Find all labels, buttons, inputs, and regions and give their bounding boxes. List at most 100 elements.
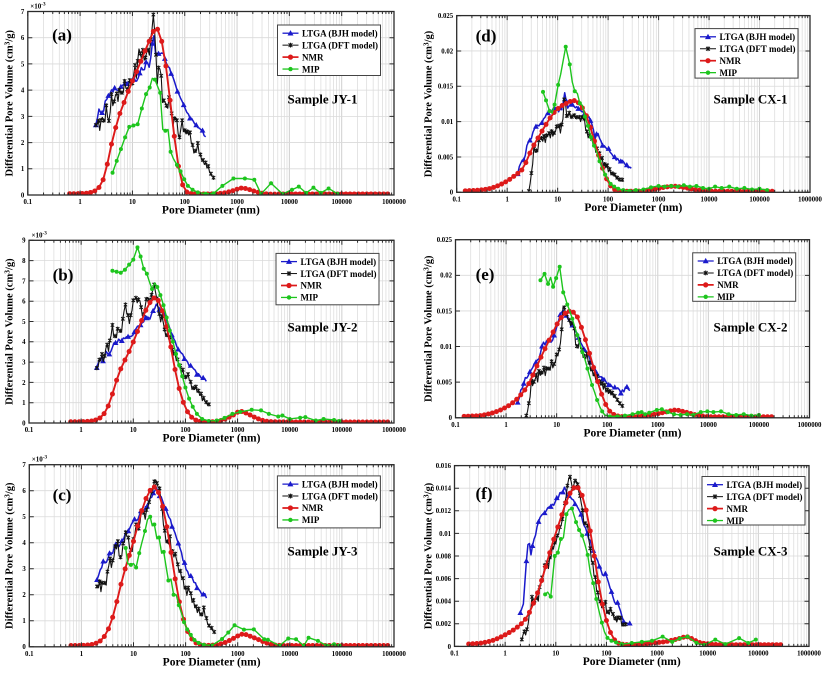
svg-text:0.1: 0.1 [25, 427, 34, 434]
svg-text:Pore Diameter (nm): Pore Diameter (nm) [584, 202, 682, 214]
svg-text:2: 2 [21, 140, 25, 147]
svg-text:10000: 10000 [281, 651, 299, 658]
svg-text:1: 1 [79, 427, 83, 434]
svg-text:100000: 100000 [748, 651, 769, 658]
svg-text:Differential Pore Volume (cm3/: Differential Pore Volume (cm3/g) [3, 258, 16, 405]
svg-text:0: 0 [448, 644, 452, 651]
svg-text:Sample CX-2: Sample CX-2 [713, 320, 787, 335]
svg-text:0.1: 0.1 [451, 422, 460, 429]
svg-text:×10-3: ×10-3 [32, 230, 48, 239]
svg-text:100: 100 [180, 427, 191, 434]
svg-text:Differential Pore Volume (cm3/: Differential Pore Volume (cm3/g) [3, 482, 16, 629]
svg-text:4: 4 [21, 88, 25, 95]
svg-text:0.005: 0.005 [438, 154, 454, 161]
svg-text:0: 0 [21, 192, 25, 199]
svg-text:LTGA (BJH model): LTGA (BJH model) [302, 479, 378, 489]
svg-text:10000: 10000 [700, 422, 718, 429]
svg-text:(c): (c) [53, 486, 72, 505]
svg-text:0.1: 0.1 [25, 651, 34, 658]
svg-text:1: 1 [22, 400, 26, 407]
svg-text:10: 10 [554, 197, 561, 204]
svg-text:100: 100 [602, 422, 613, 429]
svg-text:0: 0 [22, 644, 26, 651]
svg-text:1000000: 1000000 [382, 427, 406, 434]
svg-text:LTGA (DFT model): LTGA (DFT model) [717, 268, 793, 278]
svg-text:6: 6 [21, 35, 25, 42]
svg-text:4: 4 [22, 540, 26, 547]
svg-text:Differential Pore Volume (cm3/: Differential Pore Volume (cm3/g) [3, 29, 16, 176]
svg-text:LTGA (DFT model): LTGA (DFT model) [727, 492, 803, 502]
svg-text:100000: 100000 [749, 197, 770, 204]
svg-text:Pore Diameter (nm): Pore Diameter (nm) [583, 656, 681, 668]
svg-text:LTGA (BJH model): LTGA (BJH model) [717, 256, 793, 266]
svg-text:0: 0 [449, 415, 453, 422]
svg-text:LTGA (BJH model): LTGA (BJH model) [301, 257, 377, 267]
svg-text:Pore Diameter (nm): Pore Diameter (nm) [162, 205, 260, 217]
svg-text:LTGA (BJH model): LTGA (BJH model) [720, 32, 796, 42]
svg-text:NMR: NMR [717, 280, 739, 290]
svg-text:MIP: MIP [720, 68, 738, 78]
svg-text:1000: 1000 [650, 651, 664, 658]
svg-text:5: 5 [22, 319, 26, 326]
svg-text:10000: 10000 [281, 199, 299, 206]
svg-text:0.02: 0.02 [440, 273, 452, 280]
svg-text:9: 9 [22, 238, 26, 245]
svg-text:10: 10 [130, 427, 137, 434]
svg-text:×10-3: ×10-3 [30, 2, 46, 11]
svg-text:1000: 1000 [651, 422, 665, 429]
svg-text:6: 6 [22, 299, 26, 306]
svg-text:0.1: 0.1 [24, 199, 33, 206]
svg-text:5: 5 [22, 514, 26, 521]
svg-text:1000000: 1000000 [382, 651, 406, 658]
svg-text:0.015: 0.015 [437, 308, 453, 315]
svg-text:100: 100 [601, 651, 612, 658]
svg-text:0.02: 0.02 [441, 48, 453, 55]
svg-text:MIP: MIP [717, 292, 735, 302]
svg-text:MIP: MIP [301, 293, 319, 303]
svg-text:1000: 1000 [231, 427, 245, 434]
svg-text:Pore Diameter (nm): Pore Diameter (nm) [163, 656, 261, 668]
svg-text:0: 0 [22, 420, 26, 427]
svg-text:3: 3 [22, 360, 26, 367]
svg-text:Differential Pore Volume (cm3/: Differential Pore Volume (cm3/g) [422, 255, 435, 402]
svg-text:0.025: 0.025 [437, 237, 453, 244]
svg-text:Pore Diameter (nm): Pore Diameter (nm) [163, 433, 261, 445]
svg-text:3: 3 [22, 566, 26, 573]
svg-text:NMR: NMR [301, 281, 323, 291]
svg-text:(d): (d) [476, 27, 497, 46]
svg-text:0.004: 0.004 [436, 599, 452, 606]
svg-text:1: 1 [78, 199, 82, 206]
svg-text:1: 1 [21, 166, 25, 173]
svg-text:0.1: 0.1 [452, 197, 461, 204]
svg-text:MIP: MIP [727, 516, 745, 526]
svg-text:10000: 10000 [701, 197, 719, 204]
svg-text:2: 2 [22, 380, 26, 387]
svg-text:Pore Diameter (nm): Pore Diameter (nm) [584, 427, 682, 439]
svg-text:Sample CX-1: Sample CX-1 [713, 91, 787, 106]
svg-text:6: 6 [22, 488, 26, 495]
svg-text:3: 3 [21, 114, 25, 121]
svg-text:1000000: 1000000 [798, 422, 822, 429]
svg-text:1: 1 [22, 618, 26, 625]
svg-text:×10-3: ×10-3 [32, 455, 48, 464]
svg-text:0.012: 0.012 [436, 508, 452, 515]
svg-text:1000000: 1000000 [382, 199, 406, 206]
svg-text:LTGA (DFT model): LTGA (DFT model) [302, 40, 378, 50]
svg-text:10: 10 [129, 199, 136, 206]
svg-text:0.008: 0.008 [436, 553, 452, 560]
svg-text:0.01: 0.01 [440, 344, 452, 351]
svg-text:0.025: 0.025 [438, 13, 454, 20]
svg-text:LTGA (DFT model): LTGA (DFT model) [720, 44, 796, 54]
svg-text:LTGA (BJH model): LTGA (BJH model) [727, 480, 803, 490]
svg-text:NMR: NMR [302, 52, 324, 62]
svg-text:100: 100 [603, 197, 614, 204]
svg-text:Sample CX-3: Sample CX-3 [713, 544, 788, 559]
svg-text:0.1: 0.1 [450, 651, 459, 658]
svg-text:(f): (f) [476, 484, 493, 503]
svg-text:0.014: 0.014 [436, 486, 452, 493]
svg-text:NMR: NMR [720, 56, 742, 66]
svg-text:LTGA (BJH model): LTGA (BJH model) [302, 28, 378, 38]
svg-text:0.01: 0.01 [439, 531, 451, 538]
svg-text:10: 10 [130, 651, 137, 658]
svg-text:100000: 100000 [749, 422, 770, 429]
